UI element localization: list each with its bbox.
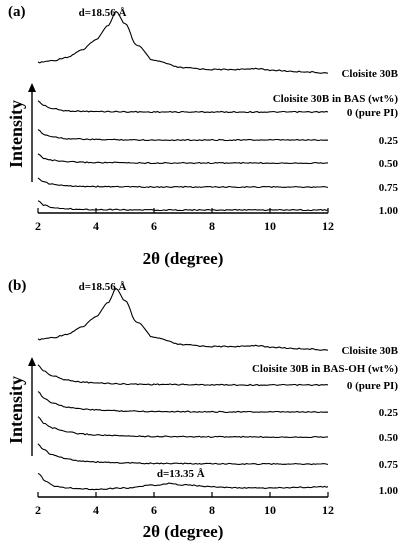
series-line [37,10,329,74]
panel-a-legend-title: Cloisite 30B in BAS (wt%) [273,93,399,105]
panel-b-y-arrow-head [28,357,36,366]
series-label: 0.25 [379,407,399,419]
panel-a-y-axis-label-group: Intensity [6,83,36,182]
series-label: 0 (pure PI) [347,380,398,392]
series-line [37,473,329,491]
series-label: 0.75 [379,459,399,471]
x-tick-label: 4 [93,503,99,517]
panel-a-x-ticks: 2 4 6 8 10 12 [35,208,334,233]
series-line [37,129,329,142]
series-line [37,200,329,212]
series-label: Cloisite 30B [341,345,398,357]
series-line [37,391,329,414]
x-tick-label: 6 [151,219,157,233]
x-tick-label: 2 [35,219,41,233]
panel-a-label: (a) [8,4,26,20]
panel-a-y-axis-label: Intensity [6,100,26,168]
series-label: 0.25 [379,135,399,147]
x-tick-label: 12 [322,503,334,517]
panel-b-x-axis-label: 2θ (degree) [143,522,224,541]
series-line [37,416,328,439]
panel-b: (b) Cloisite 30B in BAS-OH (wt%) 2 4 6 8 10 1… [6,278,399,541]
x-tick-label: 10 [264,219,276,233]
panel-b-series [37,287,329,491]
panel-b-x-ticks: 2 4 6 8 10 12 [35,492,334,517]
series-line [37,153,328,165]
x-tick-label: 2 [35,503,41,517]
series-label: 0.50 [379,158,399,170]
series-line [37,443,329,466]
peak-annotation: d=13.35 Å [157,468,205,480]
series-label: Cloisite 30B [341,68,398,80]
peak-annotation: d=18.56 Å [79,281,127,293]
series-label: 1.00 [379,485,399,497]
x-tick-label: 10 [264,503,276,517]
panel-b-y-axis-label-group: Intensity [6,357,36,456]
x-tick-label: 8 [209,219,215,233]
panel-b-y-axis-label: Intensity [6,376,26,444]
series-label: 1.00 [379,205,399,217]
series-line [37,364,329,387]
series-line [37,177,329,189]
panel-b-series-labels: Cloisite 30B d=18.56 Å 0 (pure PI) 0.25 0.50… [79,281,399,497]
series-label: 0 (pure PI) [347,107,398,119]
x-tick-label: 12 [322,219,334,233]
series-label: 0.50 [379,432,399,444]
panel-a-series-labels: Cloisite 30B d=18.56 Å 0 (pure PI) 0.25 0.50… [79,7,399,217]
series-line [37,287,329,351]
x-tick-label: 8 [209,503,215,517]
panel-b-legend-title: Cloisite 30B in BAS-OH (wt%) [252,363,398,375]
x-tick-label: 6 [151,503,157,517]
peak-annotation: d=18.56 Å [79,7,127,19]
series-label: 0.75 [379,182,399,194]
panel-b-label: (b) [8,278,26,294]
series-line [37,100,329,114]
panel-a-y-arrow-head [28,83,36,92]
panel-a-x-axis-label: 2θ (degree) [143,249,224,268]
panel-a-series [37,10,329,212]
panel-a: (a) Cloisite 30B in BAS (wt%) 2 4 6 8 10 12 C… [6,4,399,268]
x-tick-label: 4 [93,219,99,233]
